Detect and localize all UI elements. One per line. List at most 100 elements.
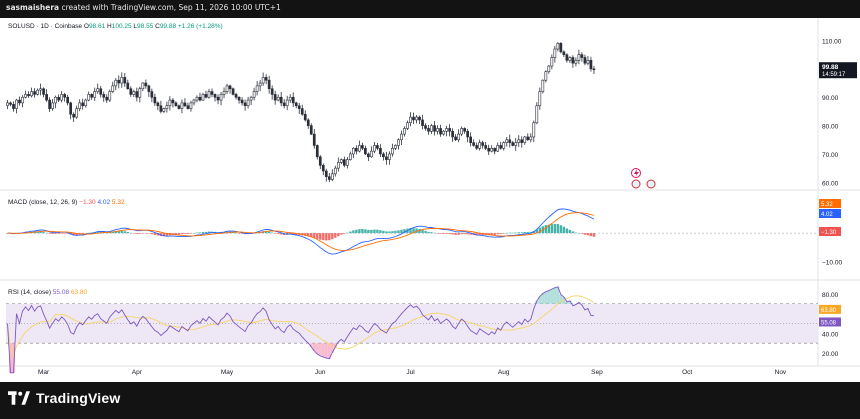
- candle-up: [496, 145, 500, 152]
- macd-hist-bar-negative: [72, 233, 75, 236]
- macd-hist-bar-positive: [192, 233, 196, 234]
- macd-hist-bar-positive: [553, 223, 557, 234]
- macd-hist-bar-negative: [177, 233, 181, 235]
- macd-hist-bar-negative: [313, 233, 316, 238]
- rsi-overbought-fill: [538, 296, 542, 304]
- macd-hist-bar-positive: [427, 231, 430, 234]
- macd-hist-bar-positive: [556, 223, 560, 234]
- candle-down: [303, 113, 307, 121]
- x-axis-label: Sep: [591, 369, 603, 376]
- rsi-overbought-fill: [565, 301, 569, 304]
- rsi-ma-last-tag: [819, 304, 841, 314]
- macd-hist-bar-negative: [334, 233, 337, 238]
- candle-up: [207, 91, 211, 98]
- candle-up: [502, 142, 506, 149]
- close-value: 99.88: [160, 23, 178, 30]
- candle-down: [27, 94, 30, 97]
- candle-down: [583, 57, 587, 64]
- candle-up: [15, 99, 18, 109]
- candle-up: [111, 85, 115, 92]
- macd-hist-bar-negative: [135, 233, 139, 234]
- macd-hist-bar-positive: [114, 231, 117, 234]
- macd-hist-bar-negative: [340, 233, 343, 235]
- macd-hist-bar-positive: [571, 231, 575, 234]
- rsi-header-ma: 63.80: [71, 289, 88, 296]
- rsi-last: 55.08: [821, 320, 837, 326]
- macd-tick-label: −10.00: [822, 260, 842, 267]
- candle-down: [294, 102, 298, 107]
- x-axis-label: Nov: [775, 369, 787, 376]
- candle-down: [72, 113, 76, 118]
- candle-down: [487, 147, 491, 152]
- macd-signal-line: [7, 212, 595, 251]
- macd-hist-bar-positive: [412, 228, 415, 234]
- candle-up: [87, 94, 91, 101]
- candle-up: [568, 57, 572, 61]
- macd-hist-bar-positive: [376, 229, 379, 234]
- candle-up: [51, 102, 54, 109]
- candle-down: [342, 159, 346, 166]
- candle-down: [273, 94, 277, 101]
- candle-down: [135, 91, 139, 98]
- candle-down: [421, 119, 424, 126]
- candle-down: [123, 77, 127, 84]
- candle-up: [517, 139, 521, 143]
- chart-canvas[interactable]: 110.0090.0080.0070.0060.0099.8814:59:17S…: [0, 18, 860, 382]
- macd-hist-bar-positive: [424, 230, 427, 234]
- macd-hist-last: −1.30: [821, 230, 837, 236]
- macd-hist-last-tag: [819, 227, 841, 236]
- candle-down: [216, 96, 220, 101]
- macd-hist-bar-positive: [204, 231, 208, 234]
- candle-up: [403, 128, 406, 135]
- candle-down: [469, 136, 472, 143]
- candle-up: [288, 96, 292, 101]
- macd-hist-bar-positive: [517, 232, 520, 234]
- candle-down: [321, 165, 325, 172]
- macd-hist-bar-negative: [292, 233, 295, 235]
- macd-hist-bar-positive: [234, 232, 238, 234]
- rsi-oversold-fill: [321, 343, 325, 358]
- candle-up: [586, 60, 590, 64]
- macd-hist-bar-positive: [523, 232, 526, 234]
- macd-hist-bar-positive: [511, 232, 514, 234]
- candle-down: [475, 145, 479, 149]
- macd-hist-bar-positive: [547, 224, 551, 234]
- macd-hist-bar-positive: [577, 233, 581, 234]
- candle-down: [267, 79, 271, 90]
- macd-hist-bar-negative: [478, 233, 481, 236]
- macd-hist-bar-positive: [574, 232, 578, 234]
- candle-down: [69, 102, 73, 115]
- macd-hist-bar-positive: [421, 229, 424, 234]
- macd-hist-bar-negative: [328, 233, 331, 241]
- candle-down: [318, 156, 322, 166]
- candle-down: [282, 102, 286, 107]
- macd-hist-bar-positive: [565, 228, 569, 234]
- macd-hist-bar-positive: [544, 225, 548, 234]
- chart-panel[interactable]: 110.00 90.00 80.00 70.00 60.00 99.88 14:59:17 S…: [0, 18, 860, 382]
- candle-down: [117, 79, 121, 84]
- candle-down: [33, 91, 36, 95]
- candle-down: [382, 153, 385, 158]
- rsi-ma-last: 63.80: [821, 308, 837, 314]
- candle-up: [529, 136, 533, 141]
- candle-down: [297, 105, 301, 109]
- candle-down: [153, 96, 157, 104]
- macd-hist-bar-negative: [445, 233, 448, 234]
- macd-hist-bar-positive: [267, 231, 271, 234]
- candle-down: [592, 68, 596, 70]
- candle-up: [108, 91, 112, 101]
- macd-hist-bar-positive: [42, 232, 45, 234]
- candle-down: [466, 130, 469, 138]
- macd-hist-bar-negative: [592, 233, 596, 237]
- macd-hist-bar-positive: [96, 231, 99, 234]
- macd-hist-bar-negative: [337, 233, 340, 237]
- macd-hist-bar-negative: [252, 233, 256, 234]
- candle-down: [156, 102, 160, 107]
- macd-hist-bar-negative: [589, 233, 593, 237]
- last-price-tag: [819, 62, 857, 79]
- footer-brand: TradingView: [8, 390, 120, 406]
- candle-up: [120, 77, 124, 84]
- macd-hist-bar-negative: [583, 233, 587, 235]
- candle-up: [6, 102, 9, 107]
- rsi-tick-label: 40.00: [822, 331, 839, 338]
